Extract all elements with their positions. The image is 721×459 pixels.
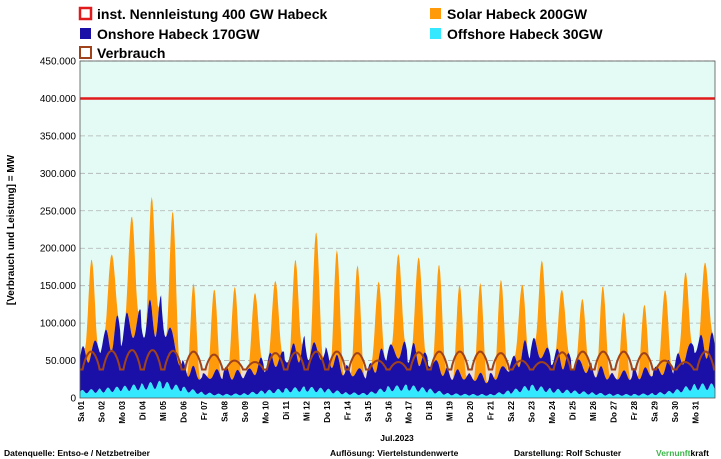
footer-brand-black: kraft bbox=[690, 448, 709, 458]
legend-item-onshore: Onshore Habeck 170GW bbox=[80, 26, 260, 42]
offshore-area bbox=[80, 380, 715, 398]
x-tick-label: So 30 bbox=[671, 400, 680, 422]
footer-source: Datenquelle: Entso-e / Netzbetreiber bbox=[4, 448, 151, 458]
onshore-area bbox=[80, 295, 715, 396]
footer-author: Darstellung: Rolf Schuster bbox=[514, 448, 622, 458]
y-tick-label: 50.000 bbox=[45, 356, 76, 367]
x-tick-label: Mo 24 bbox=[548, 400, 557, 423]
x-tick-label: So 16 bbox=[384, 400, 393, 422]
footer-resolution: Auflösung: Viertelstundenwerte bbox=[330, 448, 459, 458]
y-tick-label: 300.000 bbox=[40, 169, 77, 180]
footer-brand-green: Vernunft bbox=[656, 448, 691, 458]
y-tick-label: 100.000 bbox=[40, 319, 77, 330]
plot-border bbox=[79, 60, 716, 399]
legend-label-nennleistung: inst. Nennleistung 400 GW Habeck bbox=[97, 6, 327, 22]
x-tick-label: Di 18 bbox=[425, 400, 434, 420]
x-tick-label: Do 06 bbox=[179, 400, 188, 422]
legend-item-offshore: Offshore Habeck 30GW bbox=[430, 26, 603, 42]
y-tick-label: 250.000 bbox=[40, 206, 77, 217]
x-tick-label: Sa 08 bbox=[220, 400, 229, 421]
x-tick-label: Do 20 bbox=[466, 400, 475, 422]
x-tick-label: Mi 12 bbox=[302, 400, 311, 421]
x-tick-label: Mo 10 bbox=[261, 400, 270, 423]
legend-item-verbrauch: Verbrauch bbox=[79, 45, 165, 61]
legend-label-onshore: Onshore Habeck 170GW bbox=[97, 26, 260, 42]
x-axis-ticks: Sa 01 So 02 Mo 03 Di 04 Mi 05 Do 06 Fr 07 Sa 08… bbox=[77, 400, 701, 423]
y-axis-ticks: 0 50.000 100.000 150.000 200.000 250.000 300.0… bbox=[40, 57, 77, 405]
x-tick-label: Sa 22 bbox=[507, 400, 516, 421]
x-tick-label: So 23 bbox=[528, 400, 537, 422]
legend-item-nennleistung: inst. Nennleistung 400 GW Habeck bbox=[78, 6, 327, 22]
x-tick-label: Mo 17 bbox=[405, 400, 414, 423]
solar-area bbox=[80, 196, 715, 384]
x-tick-label: Fr 21 bbox=[487, 400, 496, 420]
footer: Datenquelle: Entso-e / Netzbetreiber Auf… bbox=[4, 448, 709, 458]
x-tick-label: Di 04 bbox=[138, 400, 147, 420]
x-tick-label: So 02 bbox=[97, 400, 106, 422]
x-tick-label: So 09 bbox=[241, 400, 250, 422]
y-tick-label: 200.000 bbox=[40, 244, 77, 255]
x-tick-label: Di 25 bbox=[569, 400, 578, 420]
x-tick-label: Do 27 bbox=[610, 400, 619, 422]
x-tick-label: Fr 28 bbox=[630, 400, 639, 420]
legend-label-solar: Solar Habeck 200GW bbox=[447, 6, 588, 22]
series-group bbox=[80, 196, 716, 398]
x-tick-label: Di 11 bbox=[282, 400, 291, 419]
x-tick-label: Mo 03 bbox=[118, 400, 127, 423]
x-tick-label: Fr 07 bbox=[200, 400, 209, 420]
y-tick-label: 0 bbox=[70, 394, 76, 405]
verbrauch-line bbox=[80, 349, 716, 371]
y-axis-label: [Verbrauch und Leistung] = MW bbox=[6, 154, 17, 305]
legend-label-offshore: Offshore Habeck 30GW bbox=[447, 26, 603, 42]
x-tick-label: Mi 19 bbox=[446, 400, 455, 421]
x-tick-label: Mo 31 bbox=[692, 400, 701, 423]
x-tick-label: Mi 26 bbox=[589, 400, 598, 421]
footer-brand: Vernunftkraft bbox=[656, 448, 709, 458]
x-tick-label: Sa 01 bbox=[77, 400, 86, 421]
x-axis-label: Jul.2023 bbox=[380, 433, 414, 443]
x-tick-label: Sa 29 bbox=[651, 400, 660, 421]
legend-label-verbrauch: Verbrauch bbox=[97, 45, 165, 61]
legend-item-solar: Solar Habeck 200GW bbox=[430, 6, 588, 22]
x-tick-label: Do 13 bbox=[323, 400, 332, 422]
legend: inst. Nennleistung 400 GW Habeck Solar H… bbox=[78, 6, 603, 61]
y-tick-label: 150.000 bbox=[40, 281, 77, 292]
y-tick-label: 350.000 bbox=[40, 131, 77, 142]
x-tick-label: Fr 14 bbox=[343, 400, 352, 420]
x-tick-label: Mi 05 bbox=[159, 400, 168, 421]
x-tick-label: Sa 15 bbox=[364, 400, 373, 421]
y-tick-label: 450.000 bbox=[40, 57, 77, 68]
y-tick-label: 400.000 bbox=[40, 94, 77, 105]
